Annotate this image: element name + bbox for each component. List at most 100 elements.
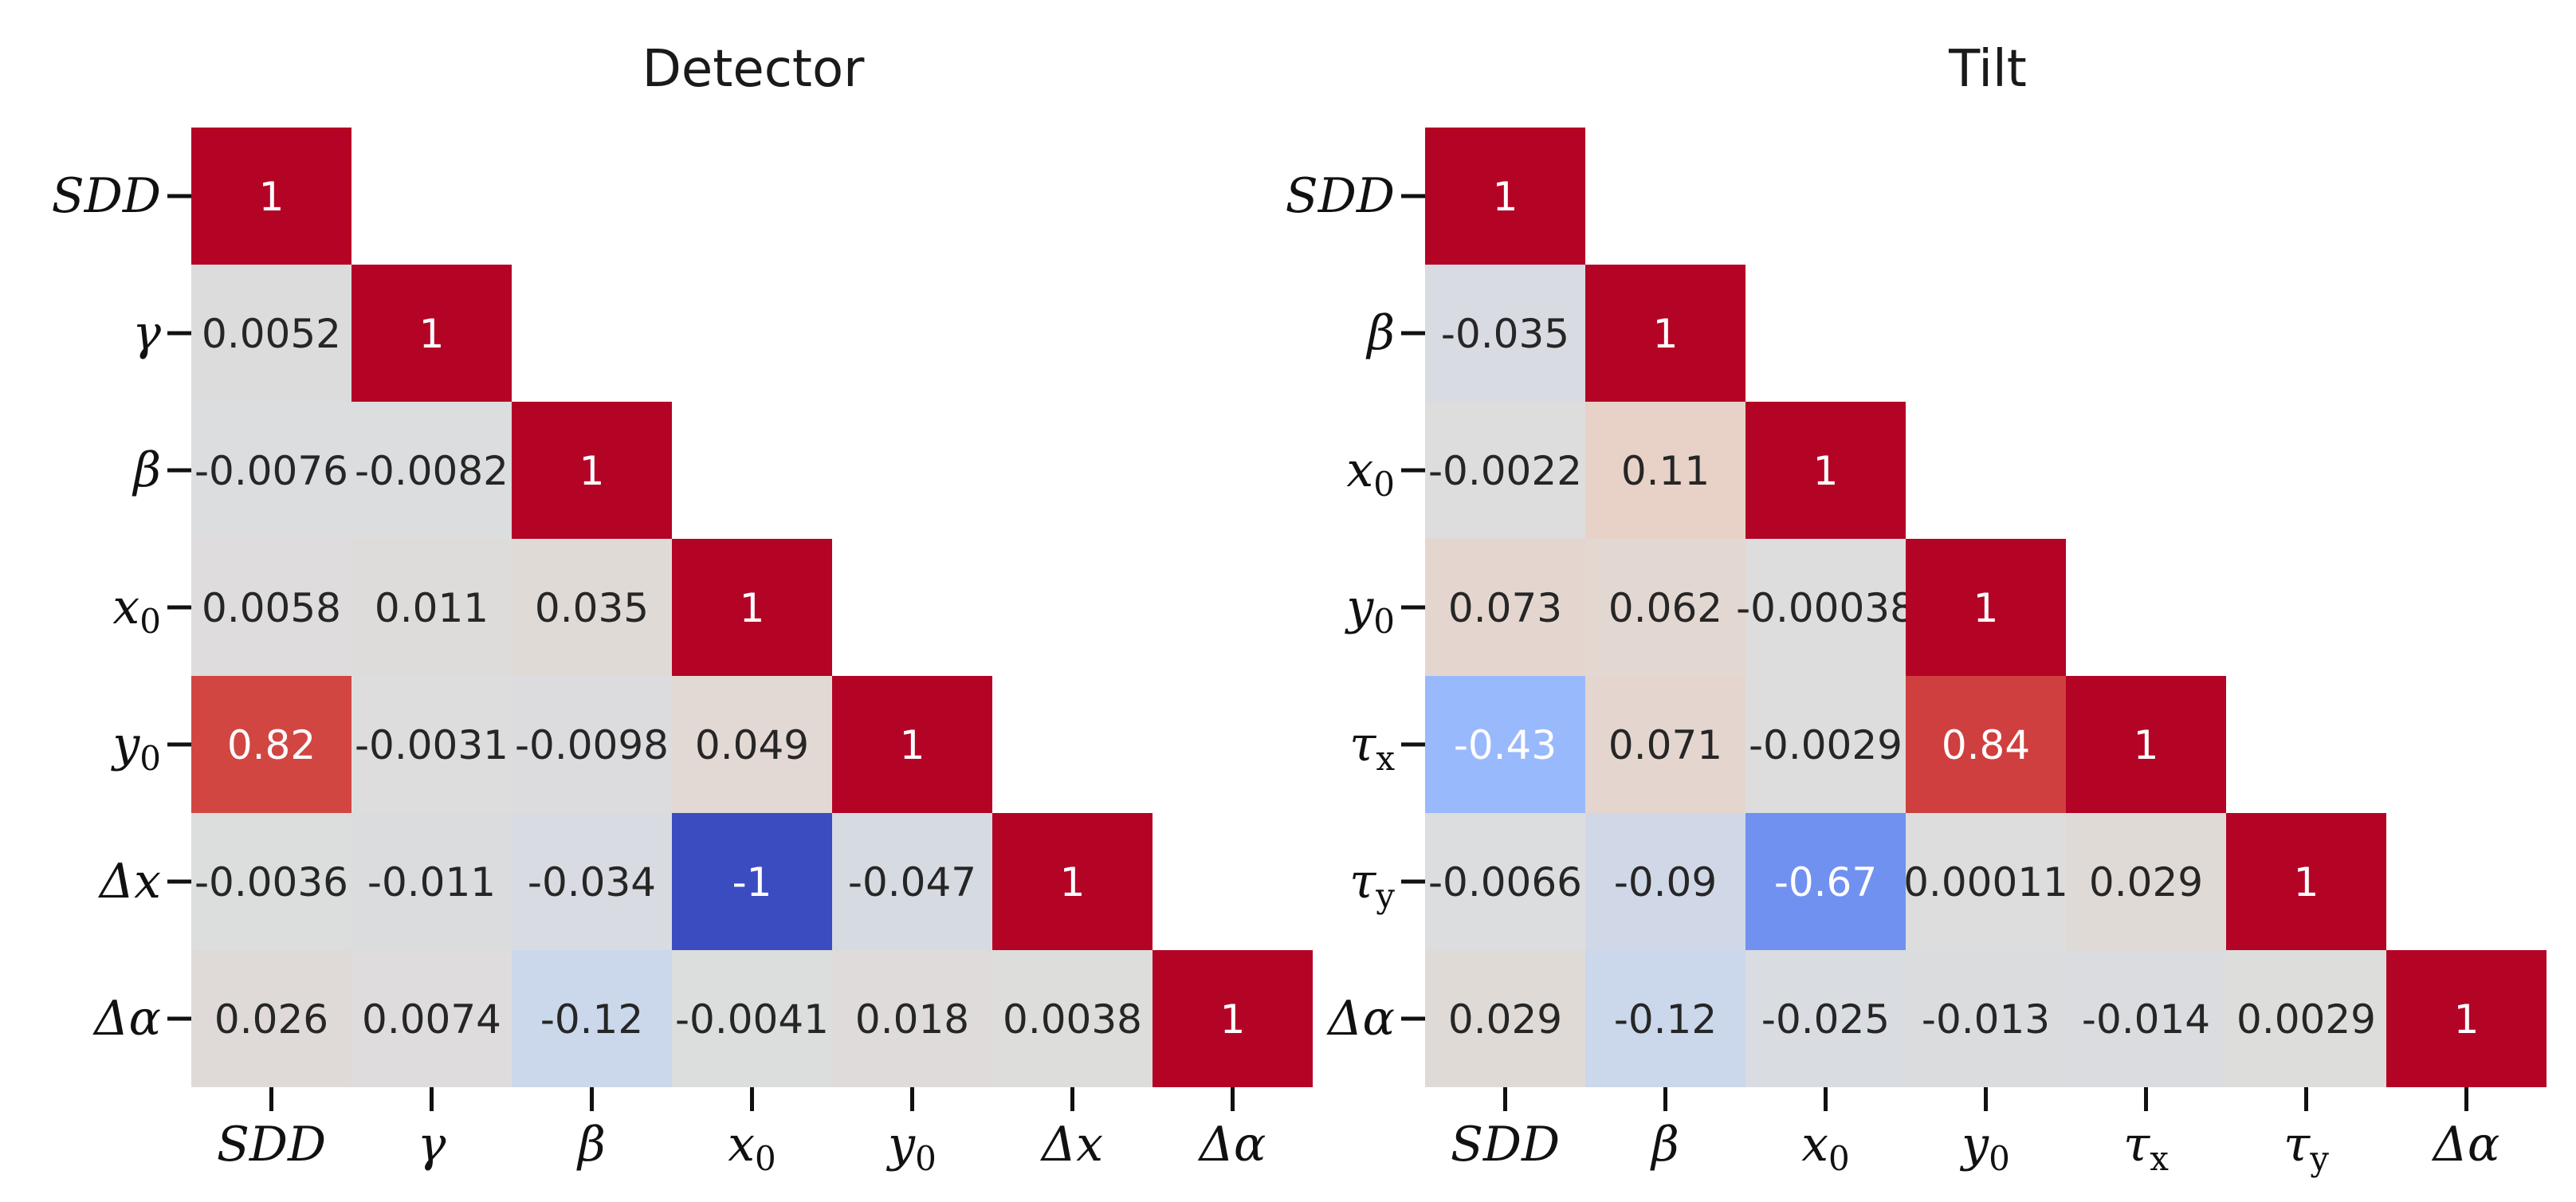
heatmap-cell [1425,813,1585,950]
heatmap-cell [351,265,512,402]
y-tick-label: Δα [92,991,161,1047]
heatmap-cell [1585,539,1745,676]
y-tick-label-main: Δα [1326,991,1395,1047]
y-tick-label: x0 [1346,442,1395,504]
x-tick-label-main: Δα [2432,1117,2500,1173]
heatmap-cell [191,265,351,402]
y-tick-label: τx [1349,717,1395,778]
cell-value-label: -0.035 [1441,311,1569,357]
cell-value-label: -0.0041 [675,996,829,1043]
chart-title: Detector [642,40,866,99]
x-tick-label-main: β [576,1117,606,1173]
cell-value-label: 0.00011 [1903,859,2068,905]
heatmap-cell [512,813,672,950]
heatmap-tilt: Tilt 1 -0.035 1 -0.0022 0.11 1 0.073 0.062 -0.000… [1286,40,2547,1178]
heatmap-cell [2226,950,2386,1087]
heatmap-cell [191,539,351,676]
x-tick-label: y0 [1959,1117,2010,1178]
cell-value-label: 0.11 [1621,448,1710,494]
heatmap-cell [1425,539,1585,676]
cell-value-label: 1 [1220,996,1246,1043]
cell-value-label: 0.018 [855,996,969,1043]
cell-value-label: -0.025 [1761,996,1890,1043]
heatmap-cell [2066,813,2226,950]
x-tick-label: y0 [886,1117,937,1178]
heatmap-cell [1906,539,2066,676]
heatmap-cell [1745,676,1906,813]
cell-value-label: 1 [740,585,765,631]
heatmap-cell [191,402,351,539]
cell-value-label: 0.84 [1942,722,2030,768]
x-tick-label-main: β [1650,1117,1679,1173]
y-tick-label: τy [1349,854,1395,915]
y-tick-label: β [1365,305,1395,361]
cell-value-label: -0.00038 [1736,585,1915,631]
y-tick-label-subscript: x [1376,739,1395,778]
cell-value-label: -1 [732,859,772,905]
cell-value-label: 0.011 [375,585,489,631]
x-tick-label-subscript: 0 [915,1139,937,1178]
heatmap-cell [1425,265,1585,402]
y-tick-label: x0 [112,579,161,641]
y-tick-label-main: τ [1349,854,1376,909]
x-tick-label: Δα [2432,1117,2500,1173]
heatmap-cell [512,539,672,676]
cell-value-label: -0.011 [367,859,496,905]
cell-value-label: 0.029 [2089,859,2203,905]
x-tick-label: γ [418,1117,446,1173]
cell-value-label: 0.049 [695,722,809,768]
x-tick-label-subscript: 0 [1828,1139,1850,1178]
heatmap-cell [1425,950,1585,1087]
cell-value-label: 1 [2294,859,2319,905]
cell-value-label: 0.0052 [202,311,341,357]
heatmap-cell [1585,265,1745,402]
cell-value-label: 0.029 [1448,996,1562,1043]
x-tick-label-main: Δα [1198,1117,1266,1173]
cell-value-label: -0.09 [1614,859,1717,905]
heatmap-cell [191,813,351,950]
y-tick-label-subscript: 0 [1373,602,1395,641]
heatmap-cell [1906,813,2066,950]
cell-value-label: -0.013 [1922,996,2050,1043]
x-tick-label-main: τ [2123,1117,2150,1173]
y-tick-label-main: Δx [98,854,161,909]
cell-value-label: -0.0036 [194,859,348,905]
heatmap-cell [1745,402,1906,539]
x-tick-label-main: y [886,1117,916,1173]
y-tick-label-main: x [112,579,139,635]
heatmap-detector: Detector 1 0.0052 1 -0.0076 -0.0082 1 0.0058 0.0… [52,40,1313,1178]
heatmap-cell [2226,813,2386,950]
heatmap-cell [1425,128,1585,265]
cell-value-label: 1 [1060,859,1086,905]
heatmap-cell [992,813,1153,950]
cell-value-label: -0.12 [1614,996,1717,1043]
y-tick-label-main: y [1344,579,1374,635]
cell-value-label: 1 [419,311,445,357]
cell-value-label: 0.062 [1608,585,1722,631]
cell-value-label: -0.0066 [1428,859,1582,905]
heatmap-cell [1745,950,1906,1087]
heatmap-cell [1585,402,1745,539]
x-tick-label-subscript: 0 [1989,1139,2010,1178]
heatmap-cell [1425,676,1585,813]
heatmap-cell [992,950,1153,1087]
cell-value-label: -0.0082 [355,448,509,494]
cell-value-label: -0.0029 [1749,722,1903,768]
heatmap-cell [351,950,512,1087]
y-tick-label-subscript: y [1375,876,1395,915]
heatmap-cell [2066,676,2226,813]
cell-value-label: 0.0038 [1003,996,1142,1043]
cell-value-label: 1 [2134,722,2159,768]
x-tick-label: β [1650,1117,1679,1173]
x-tick-label-subscript: x [2150,1139,2169,1178]
x-tick-label-subscript: 0 [755,1139,776,1178]
heatmap-cell [351,813,512,950]
cell-value-label: 1 [1493,174,1518,220]
cell-value-label: 0.073 [1448,585,1562,631]
heatmap-cell [351,676,512,813]
cell-value-label: 0.0074 [362,996,501,1043]
y-tick-label: Δx [98,854,161,909]
cell-value-label: 0.82 [227,722,316,768]
cell-value-label: 0.0058 [202,585,341,631]
x-tick-label-main: x [1801,1117,1828,1173]
